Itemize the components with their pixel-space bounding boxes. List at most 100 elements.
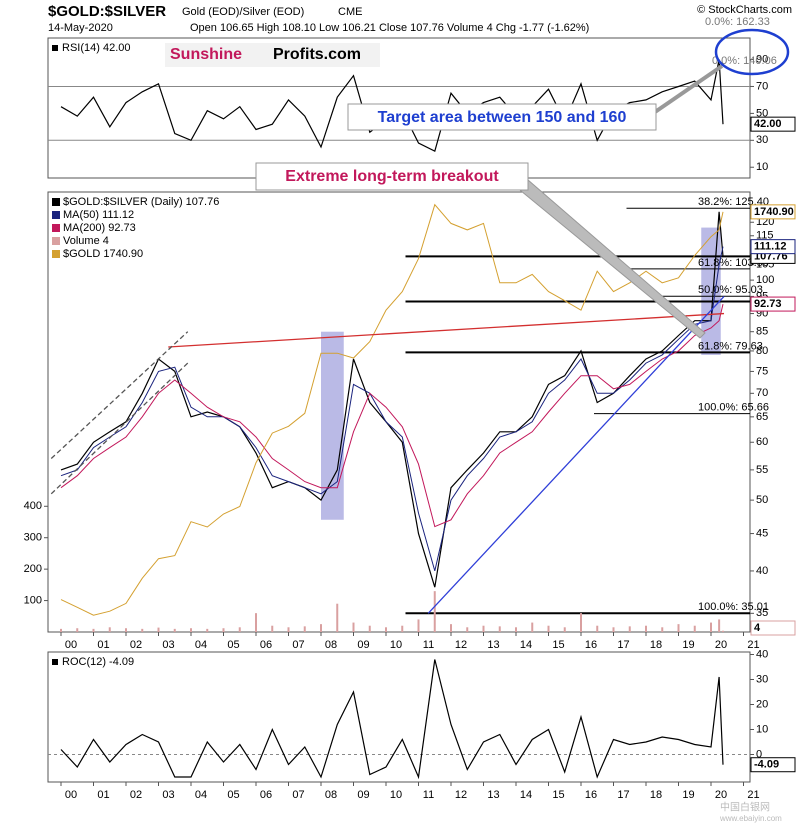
y-tick-label: 85 xyxy=(756,326,768,338)
y2-tick-label: 300 xyxy=(24,532,42,544)
x-tick-label: 07 xyxy=(292,639,304,651)
volume-bar xyxy=(125,628,127,632)
price-tag xyxy=(750,204,796,220)
x-tick-label: 09 xyxy=(357,789,369,801)
y-tick-label: 0 xyxy=(756,748,762,760)
y-tick-label: 80 xyxy=(756,345,768,357)
y-tick-label: 60 xyxy=(756,436,768,448)
x-tick-label: 17 xyxy=(617,639,629,651)
fib-label: 100.0%: 65.66 xyxy=(698,402,769,414)
x-tick-label: 21 xyxy=(747,789,759,801)
legend-swatch xyxy=(52,45,58,51)
volume-bar xyxy=(336,603,339,632)
y-tick-label: 40 xyxy=(756,565,768,577)
volume-bar xyxy=(596,625,599,632)
y-tick-label: 10 xyxy=(756,723,768,735)
price-tag-label: 111.12 xyxy=(754,241,786,253)
trendline xyxy=(168,312,725,348)
logo-part: Sunshine xyxy=(170,46,242,63)
legend-label: $GOLD 1740.90 xyxy=(63,248,143,260)
y-tick-label: 30 xyxy=(756,673,768,685)
y-tick-label: 70 xyxy=(756,80,768,92)
y-tick-label: 10 xyxy=(756,161,768,173)
fib-label: 61.8%: 79.63 xyxy=(698,340,763,352)
y-tick-label: 75 xyxy=(756,365,768,377)
price-tag xyxy=(750,116,796,132)
y2-tick-label: 400 xyxy=(24,500,42,512)
price-tag-label: 42.00 xyxy=(754,118,782,130)
volume-bar xyxy=(580,613,582,632)
y-tick-label: 115 xyxy=(756,230,774,242)
legend-label: $GOLD:$SILVER (Daily) 107.76 xyxy=(63,196,219,208)
x-tick-label: 18 xyxy=(650,789,662,801)
volume-bar xyxy=(108,627,111,632)
x-tick-label: 15 xyxy=(552,639,564,651)
volume-bar xyxy=(718,619,721,632)
x-tick-label: 02 xyxy=(130,789,142,801)
volume-bar xyxy=(482,625,485,632)
x-tick-label: 16 xyxy=(585,639,597,651)
target-box xyxy=(347,103,657,131)
series-line xyxy=(60,211,724,588)
symbol: $GOLD:$SILVER xyxy=(48,3,166,20)
legend-swatch xyxy=(52,198,60,206)
price-tag-label: 1740.90 xyxy=(754,206,794,218)
volume-bar xyxy=(385,627,387,632)
y-tick-label: 50 xyxy=(756,107,768,119)
legend-label: MA(200) 92.73 xyxy=(63,222,136,234)
x-tick-label: 03 xyxy=(162,639,174,651)
target-ellipse xyxy=(714,28,790,76)
volume-bar xyxy=(92,628,95,632)
x-tick-label: 12 xyxy=(455,639,467,651)
y-tick-label: 35 xyxy=(756,607,768,619)
x-tick-label: 08 xyxy=(325,639,337,651)
logo-box xyxy=(165,43,380,67)
x-tick-label: 05 xyxy=(227,639,239,651)
volume-bar xyxy=(645,625,647,632)
volume-bar xyxy=(255,613,257,632)
x-tick-label: 14 xyxy=(520,639,532,651)
x-tick-label: 09 xyxy=(357,639,369,651)
x-tick-label: 06 xyxy=(260,639,272,651)
y-tick-label: 100 xyxy=(756,274,774,286)
fib-label: 0.0%: 162.33 xyxy=(705,16,770,28)
trendline xyxy=(427,295,725,614)
x-tick-label: 00 xyxy=(65,639,77,651)
x-tick-label: 11 xyxy=(423,639,434,651)
breakout-box xyxy=(255,162,529,191)
series-line xyxy=(60,659,724,780)
volume-bar xyxy=(271,625,274,632)
exchange: CME xyxy=(338,6,362,18)
x-tick-label: 03 xyxy=(162,789,174,801)
overlay: $GOLD:$SILVER Gold (EOD)/Silver (EOD) CM… xyxy=(48,3,792,823)
x-tick-label: 21 xyxy=(747,639,759,651)
volume-bar xyxy=(677,624,680,632)
fib-label: 50.0%: 95.03 xyxy=(698,284,763,296)
legend-label: Volume 4 xyxy=(63,235,109,247)
fib-label: 0.0%: 140.06 xyxy=(712,55,777,67)
volume-bar xyxy=(563,627,566,632)
breakout-text: Extreme long-term breakout xyxy=(285,168,499,185)
volume-bar xyxy=(612,627,615,632)
volume-bar xyxy=(206,628,209,632)
price-tag xyxy=(750,239,796,255)
legend-swatch xyxy=(52,659,58,665)
x-tick-label: 16 xyxy=(585,789,597,801)
x-tick-label: 06 xyxy=(260,789,272,801)
logo-part: Profits.com xyxy=(273,46,361,63)
price-tag-label: 4 xyxy=(754,622,761,634)
date: 14-May-2020 xyxy=(48,22,113,34)
legend-swatch xyxy=(52,211,60,219)
volume-bar xyxy=(173,628,176,632)
x-tick-label: 05 xyxy=(227,789,239,801)
volume-bar xyxy=(238,627,241,632)
x-tick-label: 19 xyxy=(682,639,694,651)
series-line xyxy=(60,203,724,616)
volume-bar xyxy=(450,624,452,632)
y-tick-label: 20 xyxy=(756,698,768,710)
y-tick-label: 55 xyxy=(756,464,768,476)
volume-bar xyxy=(628,626,631,632)
x-tick-label: 19 xyxy=(682,789,694,801)
legend-swatch xyxy=(52,250,60,258)
